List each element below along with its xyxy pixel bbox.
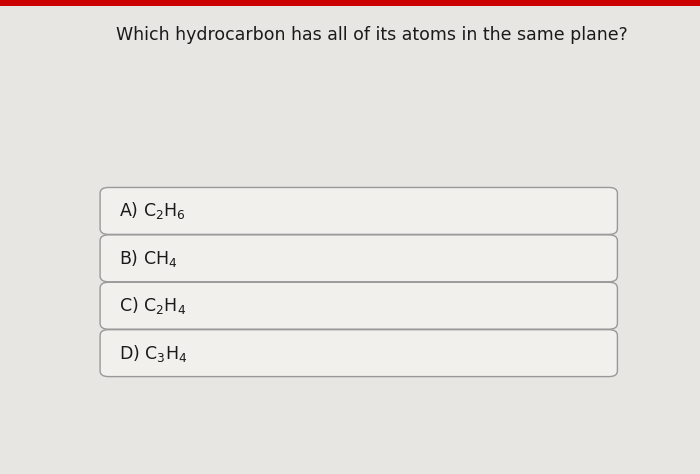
FancyBboxPatch shape (100, 330, 617, 376)
Text: D) C$_3$H$_4$: D) C$_3$H$_4$ (119, 343, 188, 364)
FancyBboxPatch shape (100, 188, 617, 234)
FancyBboxPatch shape (100, 283, 617, 329)
FancyBboxPatch shape (100, 235, 617, 282)
Text: Which hydrocarbon has all of its atoms in the same plane?: Which hydrocarbon has all of its atoms i… (116, 26, 627, 44)
Text: C) C$_2$H$_4$: C) C$_2$H$_4$ (119, 295, 186, 316)
Text: A) C$_2$H$_6$: A) C$_2$H$_6$ (119, 201, 186, 221)
FancyBboxPatch shape (0, 0, 700, 6)
Text: B) CH$_4$: B) CH$_4$ (119, 248, 178, 269)
